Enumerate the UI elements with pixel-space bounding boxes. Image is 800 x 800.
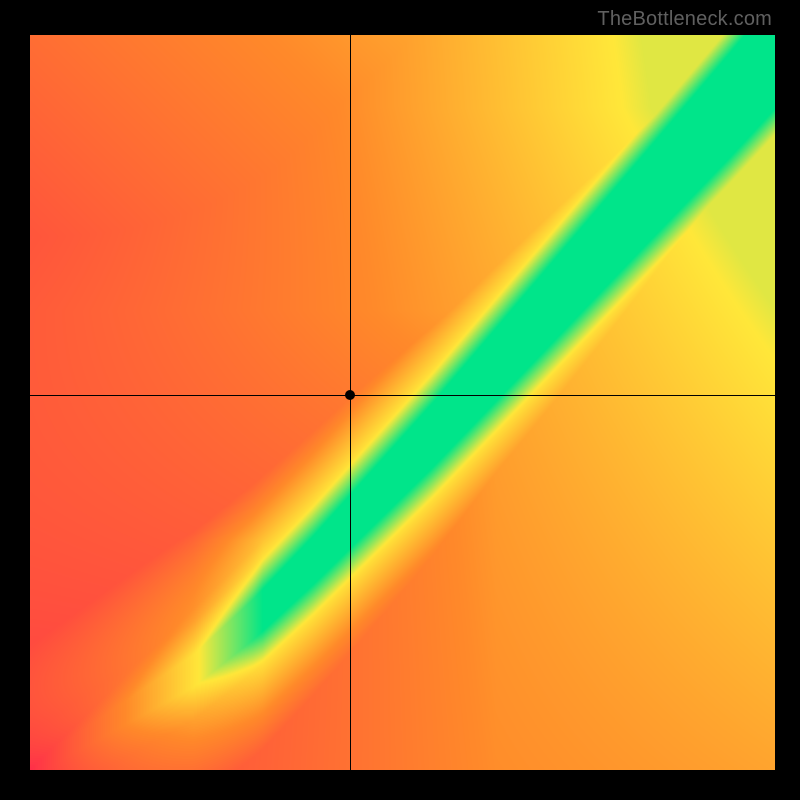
heatmap-canvas [30,35,775,770]
heatmap-plot-area [30,35,775,770]
crosshair-marker-dot [345,390,355,400]
watermark-text: TheBottleneck.com [597,8,772,31]
crosshair-horizontal-line [30,395,775,396]
crosshair-vertical-line [350,35,351,770]
